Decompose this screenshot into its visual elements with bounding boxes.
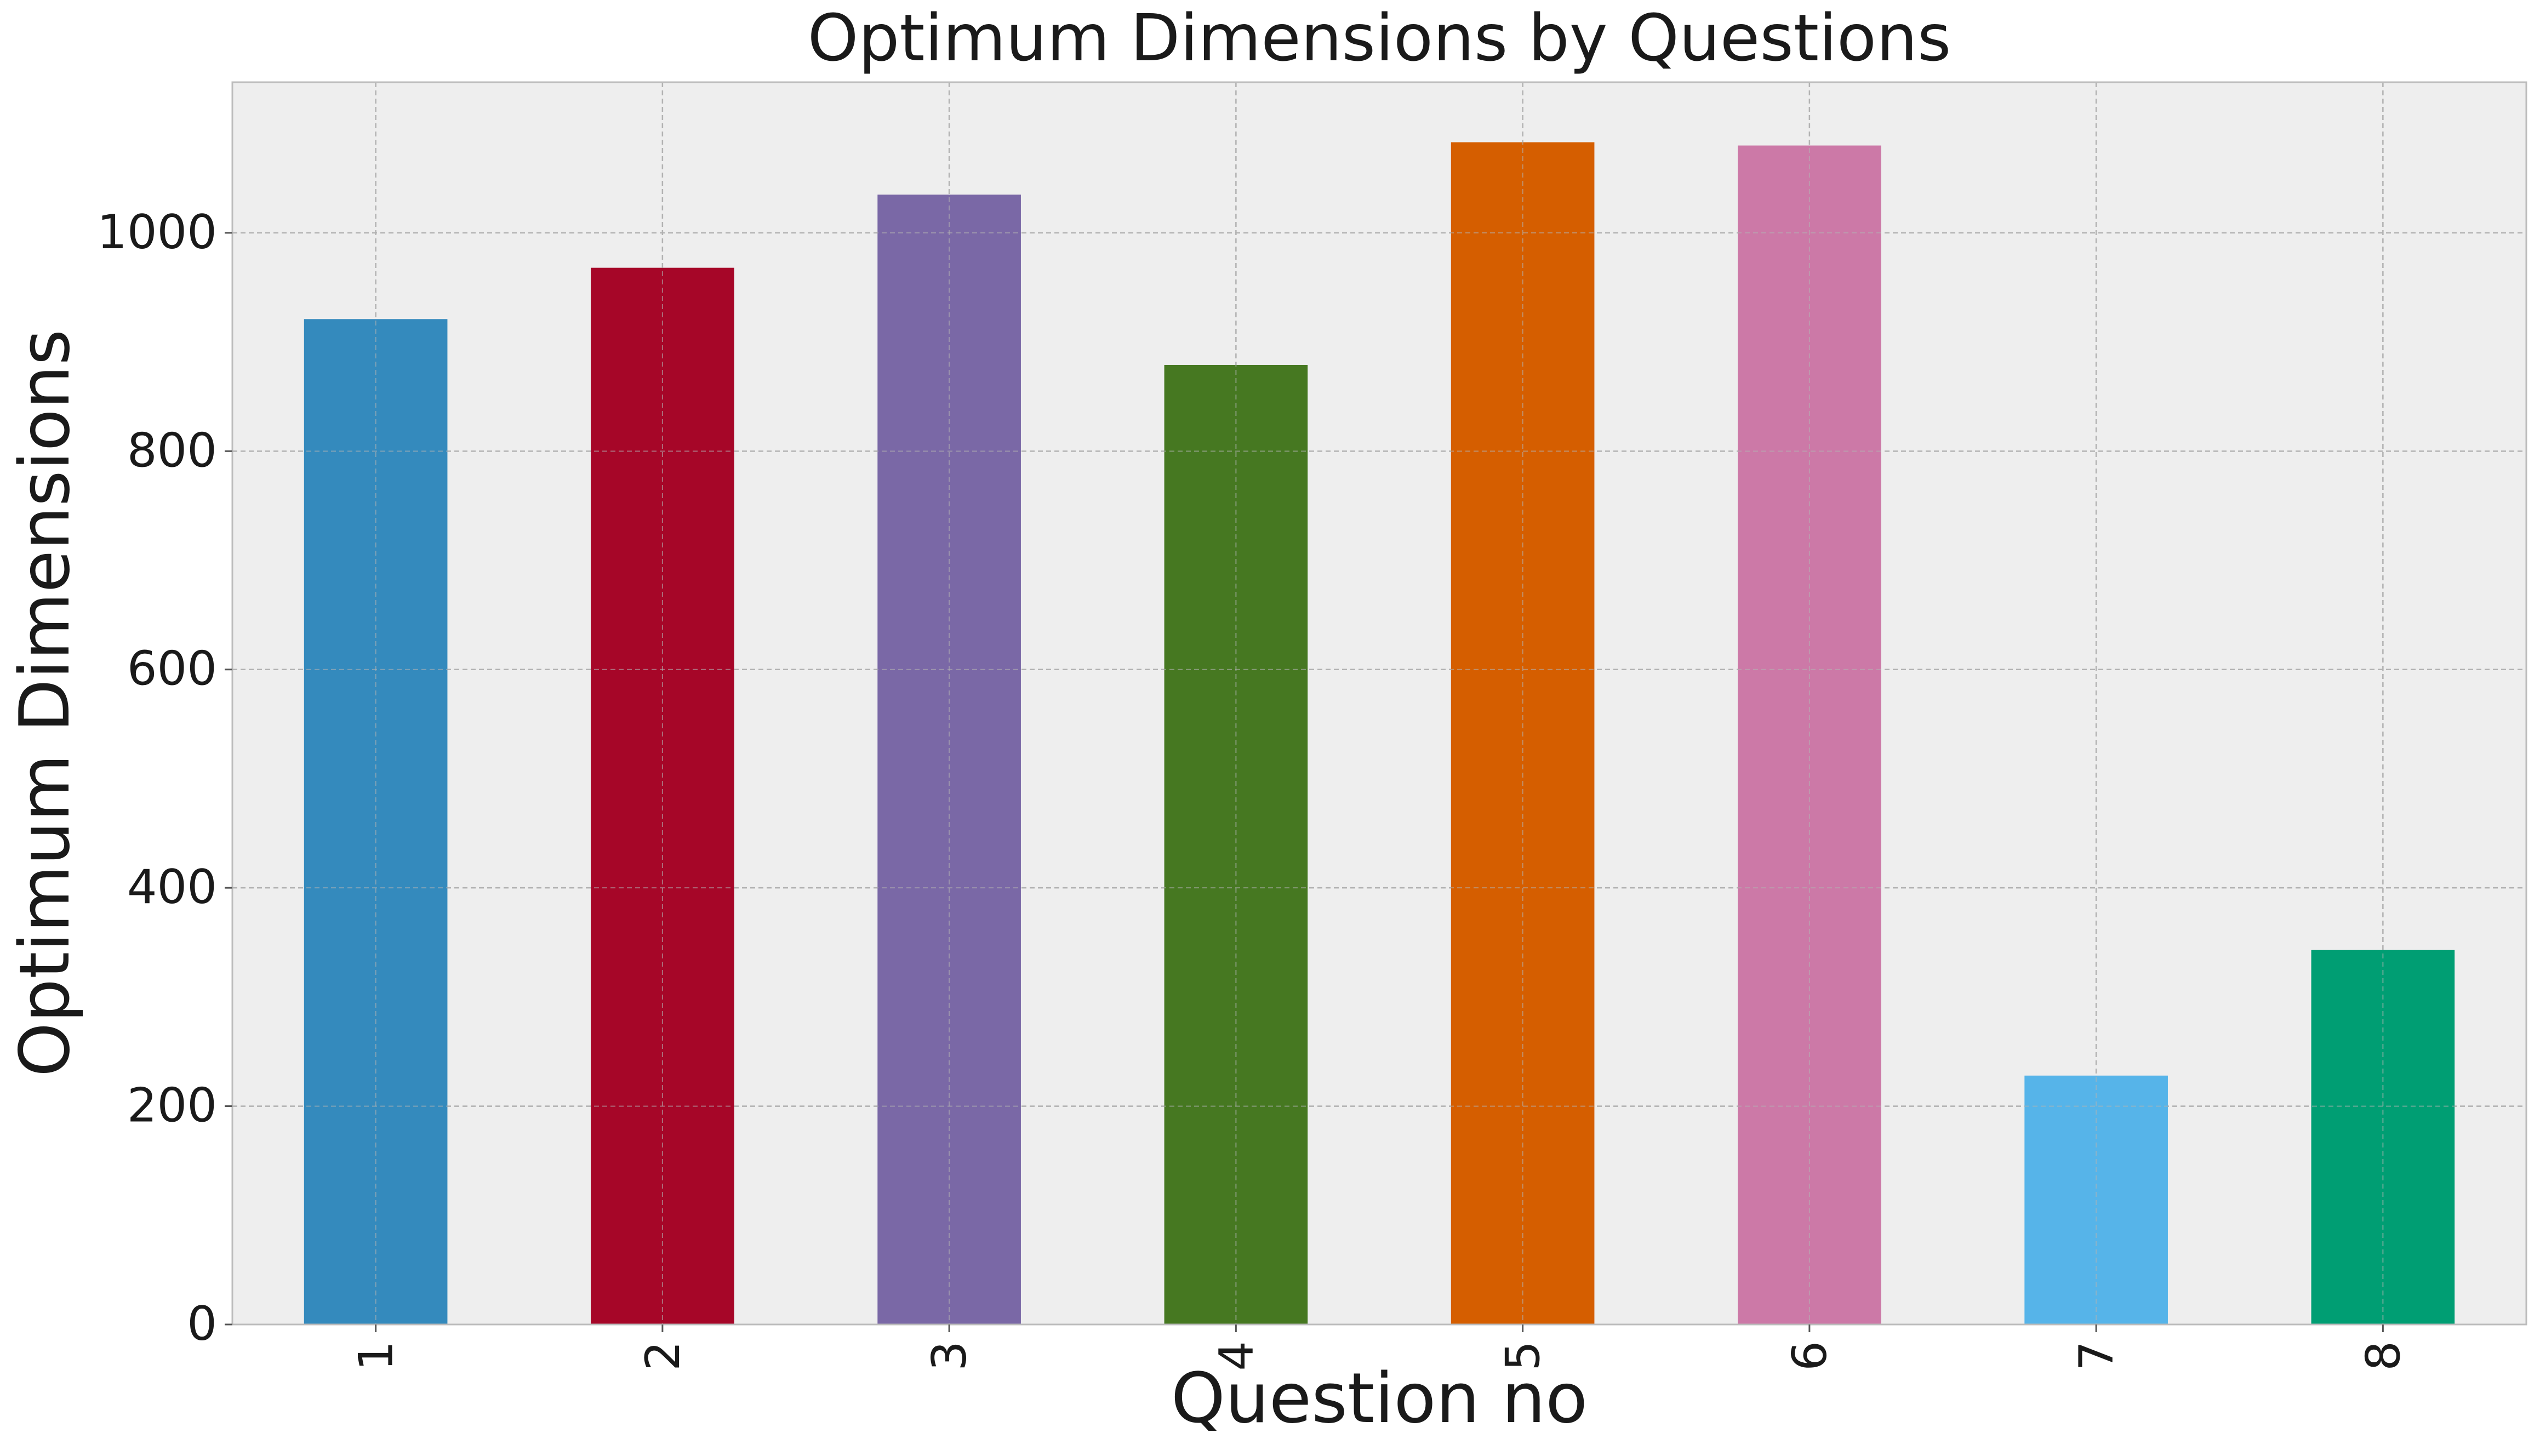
y-tick-label: 0 [187, 1297, 217, 1351]
bars [232, 82, 2526, 1325]
y-tick-label: 200 [127, 1078, 217, 1133]
x-tick-label: 5 [1496, 1341, 1551, 1371]
x-axis-label: Question no [1171, 1358, 1588, 1438]
chart-title: Optimum Dimensions by Questions [808, 0, 1951, 76]
plot-frame [231, 81, 2527, 1326]
y-tick-label: 400 [127, 860, 217, 915]
y-axis-label: Optimum Dimensions [4, 329, 85, 1077]
x-tick-label: 6 [1783, 1341, 1837, 1371]
y-tick-labels: 0 200 400 600 800 1000 [97, 205, 232, 1351]
y-tick-label: 600 [127, 642, 217, 696]
x-tick-label: 1 [349, 1341, 404, 1371]
x-tick-label: 3 [922, 1341, 977, 1371]
bar-question-2 [591, 267, 734, 1325]
x-tick-label: 4 [1209, 1341, 1264, 1371]
x-tick-label: 2 [636, 1341, 690, 1371]
y-tick-label: 800 [127, 423, 217, 478]
plot-background [232, 82, 2526, 1324]
x-tick-label: 7 [2069, 1341, 2124, 1371]
x-tick-label: 8 [2356, 1341, 2411, 1371]
x-tick-labels: 1 2 3 4 5 6 7 8 [349, 1324, 2411, 1371]
y-tick-label: 1000 [97, 205, 217, 260]
bar-question-4 [1164, 364, 1308, 1324]
